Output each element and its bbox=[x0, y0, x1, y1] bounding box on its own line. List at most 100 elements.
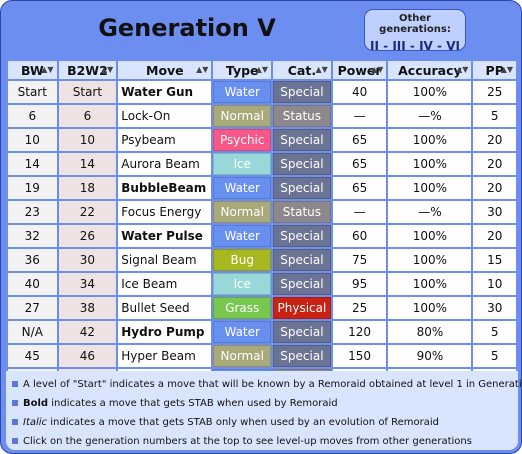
power-cell: 65 bbox=[332, 129, 387, 151]
power-cell: 120 bbox=[332, 321, 387, 343]
move-name-link[interactable]: Focus Energy bbox=[118, 201, 212, 223]
gen-link-vi[interactable]: VI bbox=[446, 39, 460, 53]
category-badge[interactable]: Special bbox=[273, 249, 331, 271]
type-badge[interactable]: Water bbox=[213, 177, 272, 199]
move-name-link[interactable]: Hydro Pump bbox=[118, 321, 212, 343]
move-name-link[interactable]: BubbleBeam bbox=[118, 177, 212, 199]
category-badge[interactable]: Special bbox=[273, 345, 331, 367]
category-badge[interactable]: Physical bbox=[273, 297, 331, 319]
table-row: 40 34 Ice Beam Ice Special 95 100% 10 bbox=[8, 273, 516, 295]
table-row: 23 22 Focus Energy Normal Status — —% 30 bbox=[8, 201, 516, 223]
sort-icon: ▲▼ bbox=[371, 65, 384, 74]
accuracy-cell: 80% bbox=[388, 321, 472, 343]
move-name-link[interactable]: Hyper Beam bbox=[118, 345, 212, 367]
bullet-icon bbox=[12, 400, 18, 406]
power-cell: — bbox=[332, 105, 387, 127]
type-badge[interactable]: Grass bbox=[213, 297, 272, 319]
move-name-link[interactable]: Signal Beam bbox=[118, 249, 212, 271]
header-move[interactable]: Move ▲▼ bbox=[118, 61, 212, 79]
level-b2w2-cell: 46 bbox=[58, 345, 117, 367]
category-badge[interactable]: Special bbox=[273, 81, 331, 103]
accuracy-cell: 100% bbox=[388, 81, 472, 103]
level-b2w2-cell: 38 bbox=[58, 297, 117, 319]
sort-icon: ▲▼ bbox=[456, 65, 469, 74]
pp-cell: 5 bbox=[473, 321, 516, 343]
table-row: 32 26 Water Pulse Water Special 60 100% 20 bbox=[8, 225, 516, 247]
header-power[interactable]: Power ▲▼ bbox=[332, 61, 387, 79]
move-name-link[interactable]: Psybeam bbox=[118, 129, 212, 151]
pp-cell: 10 bbox=[473, 273, 516, 295]
accuracy-cell: 100% bbox=[388, 297, 472, 319]
move-name-link[interactable]: Lock-On bbox=[118, 105, 212, 127]
category-badge[interactable]: Special bbox=[273, 321, 331, 343]
type-badge[interactable]: Bug bbox=[213, 249, 272, 271]
level-bw-cell: 14 bbox=[8, 153, 57, 175]
generation-links: II - III - IV - VI bbox=[365, 39, 465, 53]
level-bw-cell: 10 bbox=[8, 129, 57, 151]
power-cell: 40 bbox=[332, 81, 387, 103]
level-b2w2-cell: 42 bbox=[58, 321, 117, 343]
accuracy-cell: —% bbox=[388, 201, 472, 223]
move-name-link[interactable]: Water Gun bbox=[118, 81, 212, 103]
power-cell: 65 bbox=[332, 153, 387, 175]
type-badge[interactable]: Psychic bbox=[213, 129, 272, 151]
gen-link-separator: - bbox=[378, 39, 393, 53]
gen-link-ii[interactable]: II bbox=[370, 39, 379, 53]
level-b2w2-cell: 30 bbox=[58, 249, 117, 271]
category-badge[interactable]: Status bbox=[273, 105, 331, 127]
category-badge[interactable]: Special bbox=[273, 129, 331, 151]
type-badge[interactable]: Ice bbox=[213, 273, 272, 295]
category-badge[interactable]: Special bbox=[273, 177, 331, 199]
table-row: 45 46 Hyper Beam Normal Special 150 90% 5 bbox=[8, 345, 516, 367]
type-badge[interactable]: Water bbox=[213, 81, 272, 103]
note-bold: Bold indicates a move that gets STAB whe… bbox=[12, 394, 514, 413]
level-b2w2-cell: 22 bbox=[58, 201, 117, 223]
category-badge[interactable]: Status bbox=[273, 201, 331, 223]
type-badge[interactable]: Normal bbox=[213, 105, 272, 127]
gen-link-iii[interactable]: III bbox=[392, 39, 406, 53]
gen-link-separator: - bbox=[405, 39, 420, 53]
accuracy-cell: 100% bbox=[388, 177, 472, 199]
accuracy-cell: 90% bbox=[388, 345, 472, 367]
pp-cell: 30 bbox=[473, 201, 516, 223]
type-badge[interactable]: Water bbox=[213, 225, 272, 247]
type-badge[interactable]: Normal bbox=[213, 345, 272, 367]
note-italic: Italic indicates a move that gets STAB o… bbox=[12, 413, 514, 432]
move-name-link[interactable]: Aurora Beam bbox=[118, 153, 212, 175]
header-pp[interactable]: PP ▲▼ bbox=[473, 61, 516, 79]
category-badge[interactable]: Special bbox=[273, 273, 331, 295]
category-badge[interactable]: Special bbox=[273, 153, 331, 175]
table-row: N/A 42 Hydro Pump Water Special 120 80% 5 bbox=[8, 321, 516, 343]
table-row: 27 38 Bullet Seed Grass Physical 25 100% 30 bbox=[8, 297, 516, 319]
header-type[interactable]: Type ▲▼ bbox=[213, 61, 272, 79]
header-accuracy[interactable]: Accuracy ▲▼ bbox=[388, 61, 472, 79]
other-generations-box: Other generations: II - III - IV - VI bbox=[364, 9, 466, 53]
gen-link-iv[interactable]: IV bbox=[419, 39, 433, 53]
header-bw[interactable]: BW ▲▼ bbox=[8, 61, 57, 79]
move-name-link[interactable]: Ice Beam bbox=[118, 273, 212, 295]
pp-cell: 20 bbox=[473, 225, 516, 247]
accuracy-cell: 100% bbox=[388, 249, 472, 271]
accuracy-cell: 100% bbox=[388, 225, 472, 247]
gen-link-separator: - bbox=[432, 39, 447, 53]
note-generation-links: Click on the generation numbers at the t… bbox=[12, 432, 514, 451]
bullet-icon bbox=[12, 419, 18, 425]
header-b2w2[interactable]: B2W2 ▲▼ bbox=[58, 61, 117, 79]
power-cell: 25 bbox=[332, 297, 387, 319]
type-badge[interactable]: Normal bbox=[213, 201, 272, 223]
move-name-link[interactable]: Bullet Seed bbox=[118, 297, 212, 319]
table-row: Start Start Water Gun Water Special 40 100% 25 bbox=[8, 81, 516, 103]
type-badge[interactable]: Water bbox=[213, 321, 272, 343]
type-badge[interactable]: Ice bbox=[213, 153, 272, 175]
category-badge[interactable]: Special bbox=[273, 225, 331, 247]
move-name-link[interactable]: Water Pulse bbox=[118, 225, 212, 247]
level-b2w2-cell: 10 bbox=[58, 129, 117, 151]
table-row: 10 10 Psybeam Psychic Special 65 100% 20 bbox=[8, 129, 516, 151]
level-b2w2-cell: 26 bbox=[58, 225, 117, 247]
power-cell: 75 bbox=[332, 249, 387, 271]
level-b2w2-cell: 14 bbox=[58, 153, 117, 175]
header-category[interactable]: Cat. ▲▼ bbox=[273, 61, 331, 79]
level-bw-cell: N/A bbox=[8, 321, 57, 343]
bullet-icon bbox=[12, 381, 18, 387]
moves-table-body: Start Start Water Gun Water Special 40 100% 25 6… bbox=[8, 81, 516, 391]
